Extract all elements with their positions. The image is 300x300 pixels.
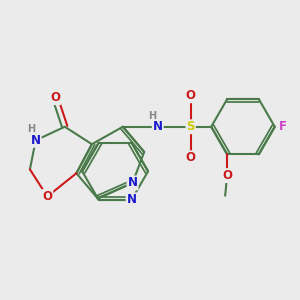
Text: O: O — [50, 91, 60, 104]
Text: O: O — [42, 190, 52, 203]
Text: S: S — [186, 120, 195, 133]
Text: H: H — [148, 111, 156, 121]
Text: F: F — [279, 120, 287, 133]
Text: O: O — [222, 169, 232, 182]
Text: O: O — [186, 89, 196, 102]
Text: N: N — [31, 134, 41, 147]
Text: N: N — [153, 120, 163, 133]
Text: H: H — [27, 124, 35, 134]
Text: O: O — [186, 151, 196, 164]
Text: N: N — [128, 176, 138, 189]
Text: N: N — [127, 193, 136, 206]
